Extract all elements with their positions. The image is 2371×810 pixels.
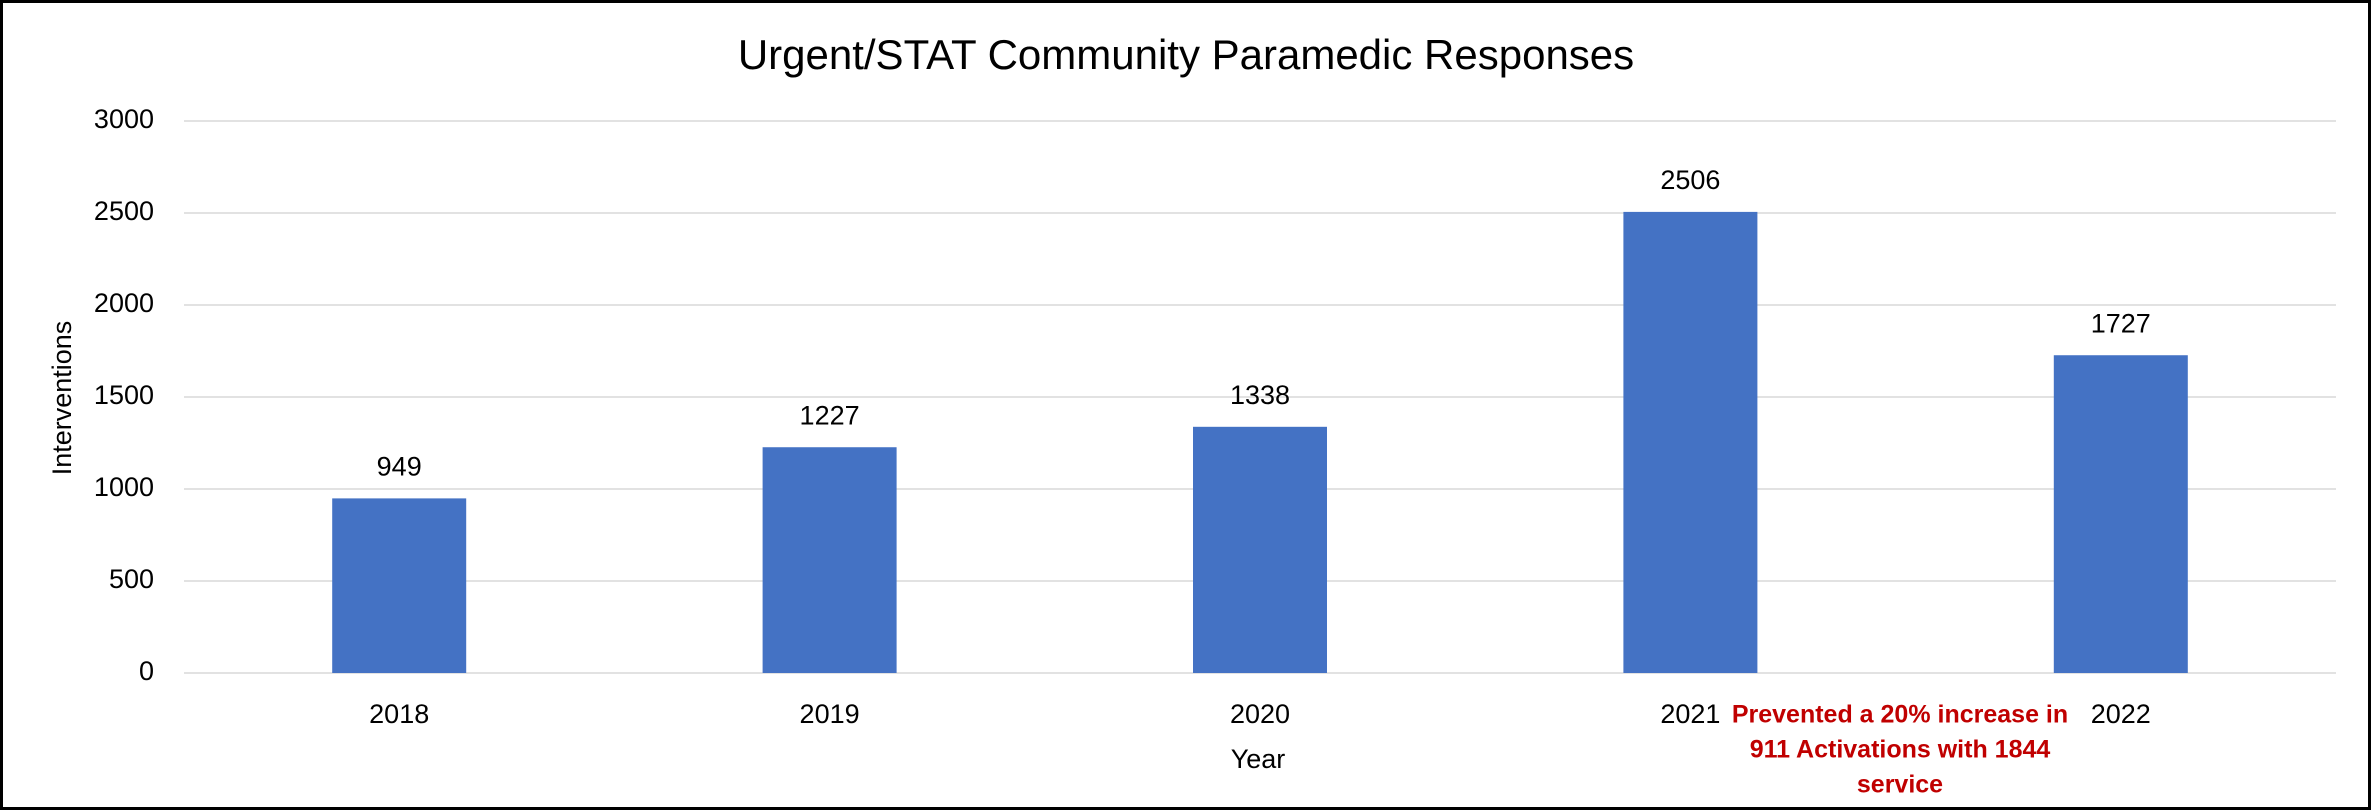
bar <box>762 447 897 673</box>
annotation: 911 Activations with 1844 <box>1750 736 2051 764</box>
y-tick-label: 500 <box>109 564 154 594</box>
data-label: 1727 <box>2091 308 2151 338</box>
annotation: Prevented a 20% increase in <box>1732 701 2068 729</box>
data-label: 949 <box>377 452 422 482</box>
x-tick-label: 2020 <box>1230 699 1290 729</box>
y-tick-label: 3000 <box>94 104 154 134</box>
data-label: 1338 <box>1230 380 1290 410</box>
bar <box>332 498 467 673</box>
y-tick-label: 1500 <box>94 380 154 410</box>
annotation: service <box>1857 771 1943 799</box>
y-tick-label: 1000 <box>94 472 154 502</box>
data-label: 2506 <box>1660 165 1720 195</box>
x-tick-label: 2019 <box>800 699 860 729</box>
y-tick-label: 2500 <box>94 196 154 226</box>
x-tick-label: 2022 <box>2091 699 2151 729</box>
y-tick-label: 2000 <box>94 288 154 318</box>
data-label: 1227 <box>800 400 860 430</box>
x-tick-label: 2021 <box>1660 699 1720 729</box>
y-tick-label: 0 <box>139 656 154 686</box>
y-axis-label: Interventions <box>47 321 77 476</box>
bar <box>1623 211 1758 673</box>
bar <box>2053 355 2188 673</box>
bar <box>1193 426 1327 673</box>
x-tick-label: 2018 <box>369 699 429 729</box>
x-axis-label: Year <box>1231 744 1286 774</box>
chart-title: Urgent/STAT Community Paramedic Response… <box>738 31 1634 78</box>
